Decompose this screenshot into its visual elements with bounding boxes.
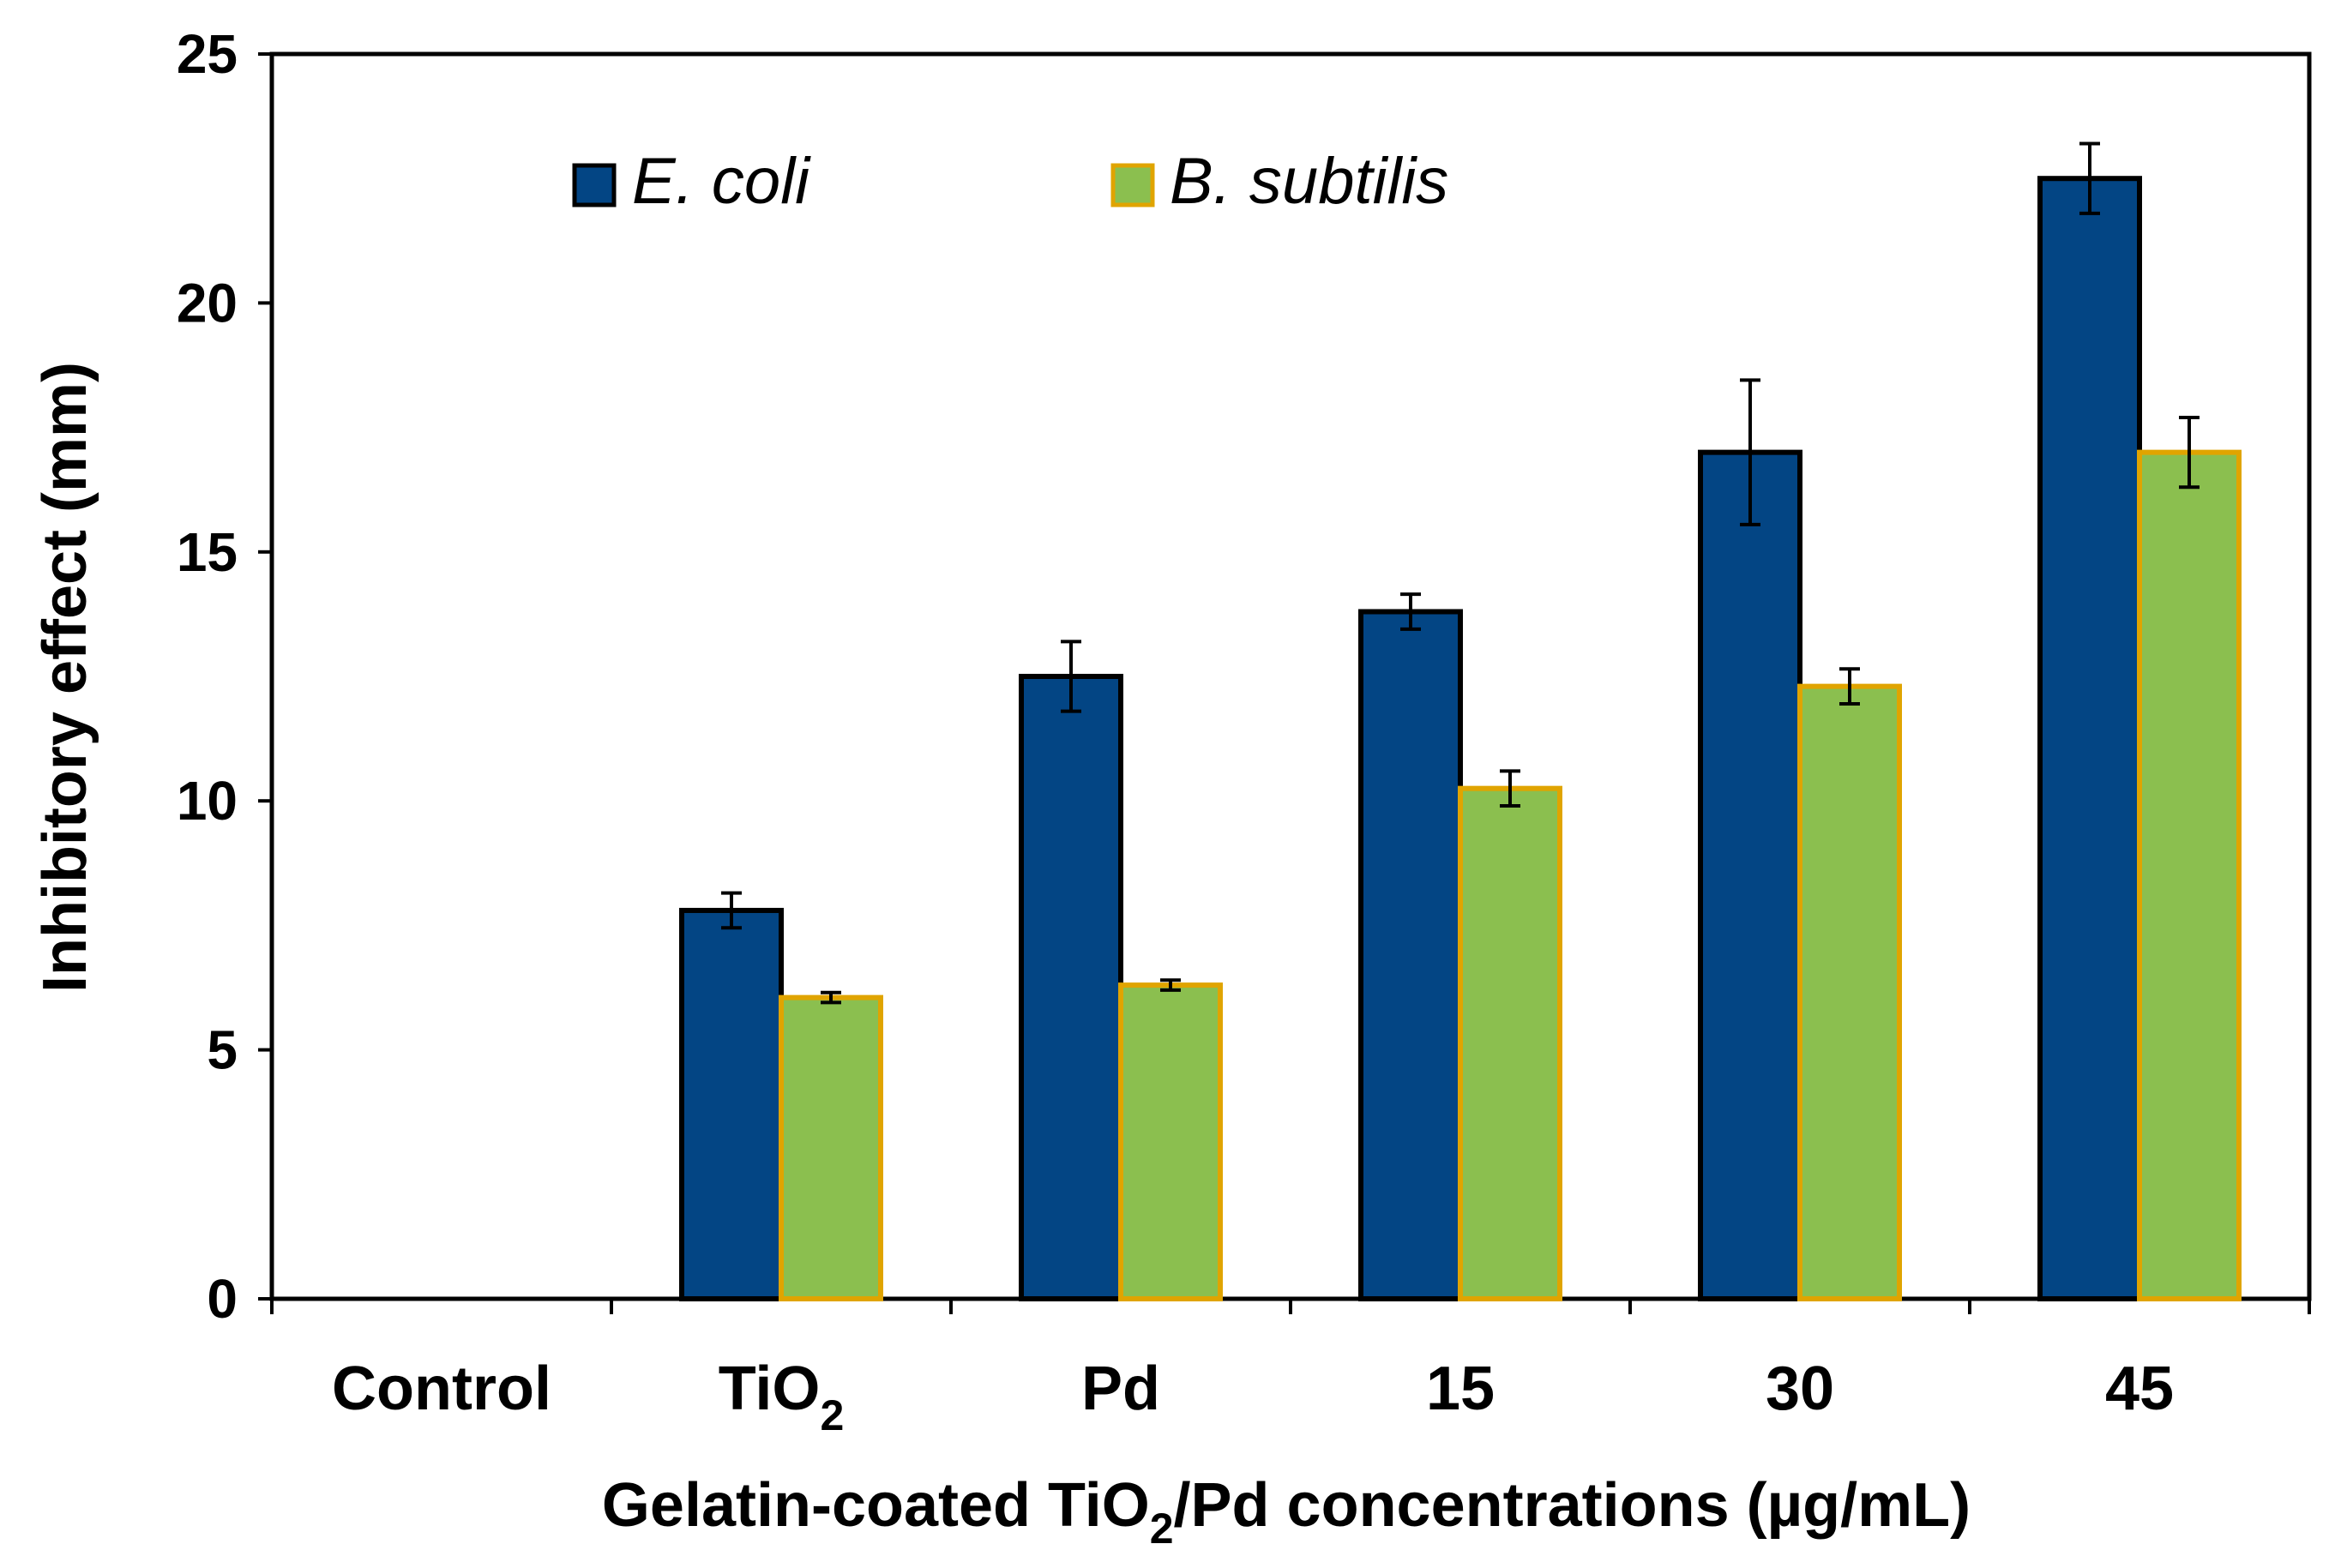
bar [1019, 674, 1123, 1301]
x-tick-label: 30 [1766, 1355, 1834, 1423]
y-axis-title: Inhibitory effect (mm) [31, 362, 99, 993]
x-tick-label: Pd [1081, 1355, 1160, 1423]
y-tick-label: 15 [177, 521, 238, 583]
bar [679, 907, 784, 1301]
x-tick-label: Control [332, 1355, 551, 1423]
plot-frame [269, 51, 2312, 1301]
bar [1358, 609, 1463, 1301]
bar [779, 994, 883, 1301]
y-tick-label: 5 [207, 1019, 238, 1081]
x-tick-label: 15 [1426, 1355, 1495, 1423]
y-tick-label: 20 [177, 272, 238, 333]
bar [1698, 449, 1802, 1301]
y-tick-label: 0 [207, 1268, 238, 1330]
chart-marks [679, 141, 2242, 1302]
bar [2037, 176, 2142, 1302]
x-axis-title: Gelatin-coated TiO2/Pd concentrations (µ… [602, 1471, 1971, 1553]
x-tick-label: TiO2 [719, 1355, 845, 1439]
chart-legend: E. coli B. subtilis [572, 145, 1448, 218]
legend-label: B. subtilis [1170, 145, 1448, 218]
y-tick-label: 25 [177, 23, 238, 85]
bar [1797, 683, 1902, 1301]
chart-axes: 0 5 10 15 20 25 Control TiO2 Pd 15 30 45 Gelatin-coa… [31, 23, 2311, 1553]
bar [1118, 982, 1223, 1301]
bar [2137, 449, 2242, 1301]
legend-swatch [1110, 163, 1155, 207]
x-tick-label: 45 [2105, 1355, 2174, 1423]
y-tick-label: 10 [177, 770, 238, 832]
bar [1458, 785, 1562, 1301]
legend-swatch [572, 163, 617, 207]
legend-label: E. coli [632, 145, 811, 218]
